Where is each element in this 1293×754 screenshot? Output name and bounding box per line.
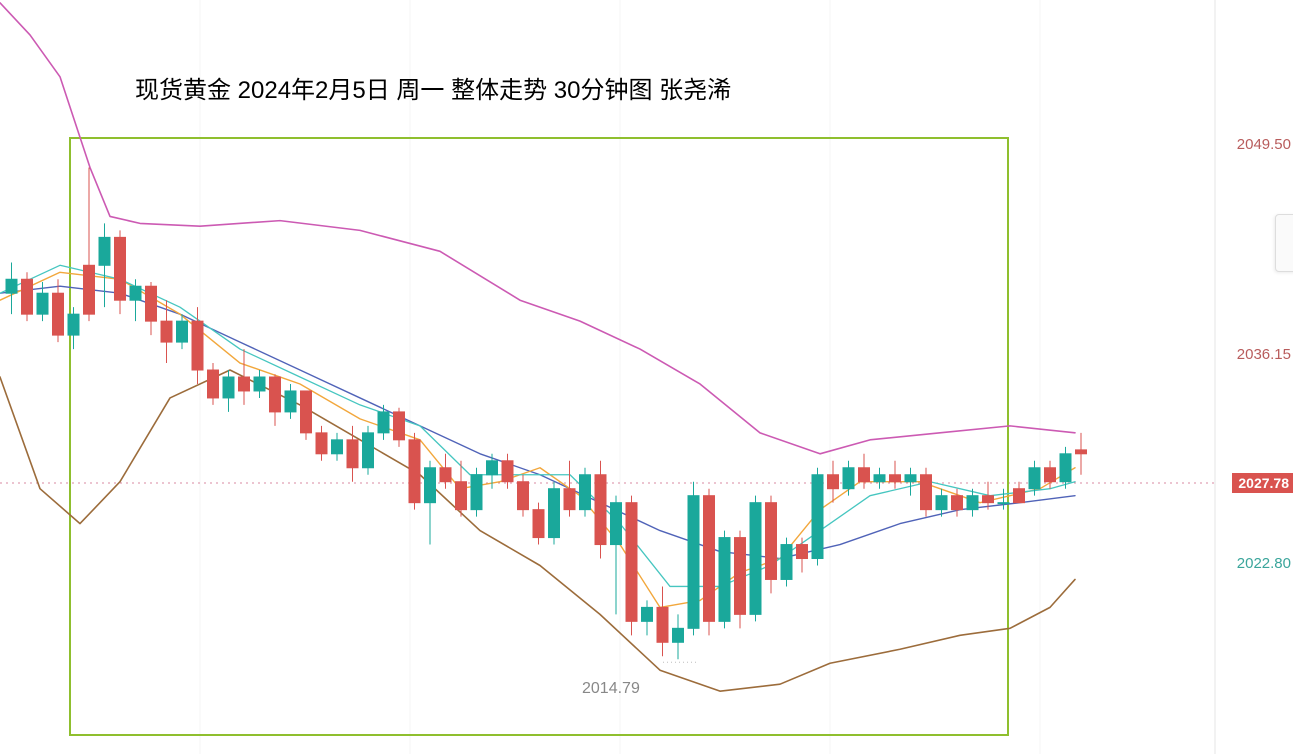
candle[interactable] xyxy=(890,475,901,482)
candle[interactable] xyxy=(843,468,854,489)
candle[interactable] xyxy=(487,461,498,475)
candle[interactable] xyxy=(239,377,250,391)
candle[interactable] xyxy=(1076,450,1087,454)
side-drawer-handle[interactable] xyxy=(1275,214,1293,272)
candle[interactable] xyxy=(936,496,947,510)
candle[interactable] xyxy=(270,377,281,412)
candle[interactable] xyxy=(409,440,420,503)
candle[interactable] xyxy=(456,482,467,510)
chart-title: 现货黄金 2024年2月5日 周一 整体走势 30分钟图 张尧浠 xyxy=(135,70,731,105)
candle[interactable] xyxy=(533,510,544,538)
candle[interactable] xyxy=(564,489,575,510)
chart-container: 现货黄金 2024年2月5日 周一 整体走势 30分钟图 张尧浠 2049.50… xyxy=(0,0,1293,754)
candle[interactable] xyxy=(502,461,513,482)
candle[interactable] xyxy=(1045,468,1056,482)
candle[interactable] xyxy=(440,468,451,482)
candle[interactable] xyxy=(394,412,405,440)
y-axis-tick: 2022.80 xyxy=(1237,555,1291,572)
candle[interactable] xyxy=(363,433,374,468)
candle[interactable] xyxy=(828,475,839,489)
indicator-line-ma-slow xyxy=(0,265,1075,586)
candle[interactable] xyxy=(998,503,1009,504)
candle[interactable] xyxy=(688,496,699,629)
candle[interactable] xyxy=(657,607,668,642)
candle[interactable] xyxy=(130,286,141,300)
candle[interactable] xyxy=(642,607,653,621)
candle[interactable] xyxy=(797,545,808,559)
candle[interactable] xyxy=(53,293,64,335)
candle[interactable] xyxy=(332,440,343,454)
candle[interactable] xyxy=(254,377,265,391)
candle[interactable] xyxy=(223,377,234,398)
candle[interactable] xyxy=(22,279,33,314)
candle[interactable] xyxy=(6,279,17,293)
candle[interactable] xyxy=(192,321,203,370)
candle[interactable] xyxy=(781,545,792,580)
candle[interactable] xyxy=(859,468,870,482)
candle[interactable] xyxy=(115,237,126,300)
candle[interactable] xyxy=(1014,489,1025,503)
candle[interactable] xyxy=(611,503,622,545)
candle[interactable] xyxy=(471,475,482,510)
candle[interactable] xyxy=(580,475,591,510)
candle[interactable] xyxy=(967,496,978,510)
candle[interactable] xyxy=(673,628,684,642)
low-price-label: 2014.79 xyxy=(582,680,640,698)
candle[interactable] xyxy=(735,538,746,615)
candle[interactable] xyxy=(161,321,172,342)
candle[interactable] xyxy=(905,475,916,482)
candle[interactable] xyxy=(750,503,761,615)
candle[interactable] xyxy=(704,496,715,622)
candle[interactable] xyxy=(812,475,823,559)
candle[interactable] xyxy=(766,503,777,580)
candle[interactable] xyxy=(285,391,296,412)
candle[interactable] xyxy=(208,370,219,398)
candle[interactable] xyxy=(378,412,389,433)
candle[interactable] xyxy=(1060,454,1071,482)
y-axis-tick: 2036.15 xyxy=(1237,346,1291,363)
candle[interactable] xyxy=(549,489,560,538)
y-axis-tick: 2049.50 xyxy=(1237,136,1291,153)
current-price-tag: 2027.78 xyxy=(1232,473,1293,493)
candle[interactable] xyxy=(874,475,885,482)
candle[interactable] xyxy=(595,475,606,545)
candle[interactable] xyxy=(719,538,730,622)
candle[interactable] xyxy=(921,475,932,510)
candle[interactable] xyxy=(316,433,327,454)
candle[interactable] xyxy=(146,286,157,321)
candle[interactable] xyxy=(68,314,79,335)
candle[interactable] xyxy=(983,496,994,503)
candle[interactable] xyxy=(952,496,963,510)
candle[interactable] xyxy=(425,468,436,503)
candle[interactable] xyxy=(518,482,529,510)
candle[interactable] xyxy=(626,503,637,622)
candle[interactable] xyxy=(99,237,110,265)
chart-svg[interactable] xyxy=(0,0,1293,754)
candle[interactable] xyxy=(1029,468,1040,489)
candle[interactable] xyxy=(37,293,48,314)
candle[interactable] xyxy=(301,391,312,433)
candle[interactable] xyxy=(84,265,95,314)
candle[interactable] xyxy=(347,440,358,468)
candle[interactable] xyxy=(177,321,188,342)
